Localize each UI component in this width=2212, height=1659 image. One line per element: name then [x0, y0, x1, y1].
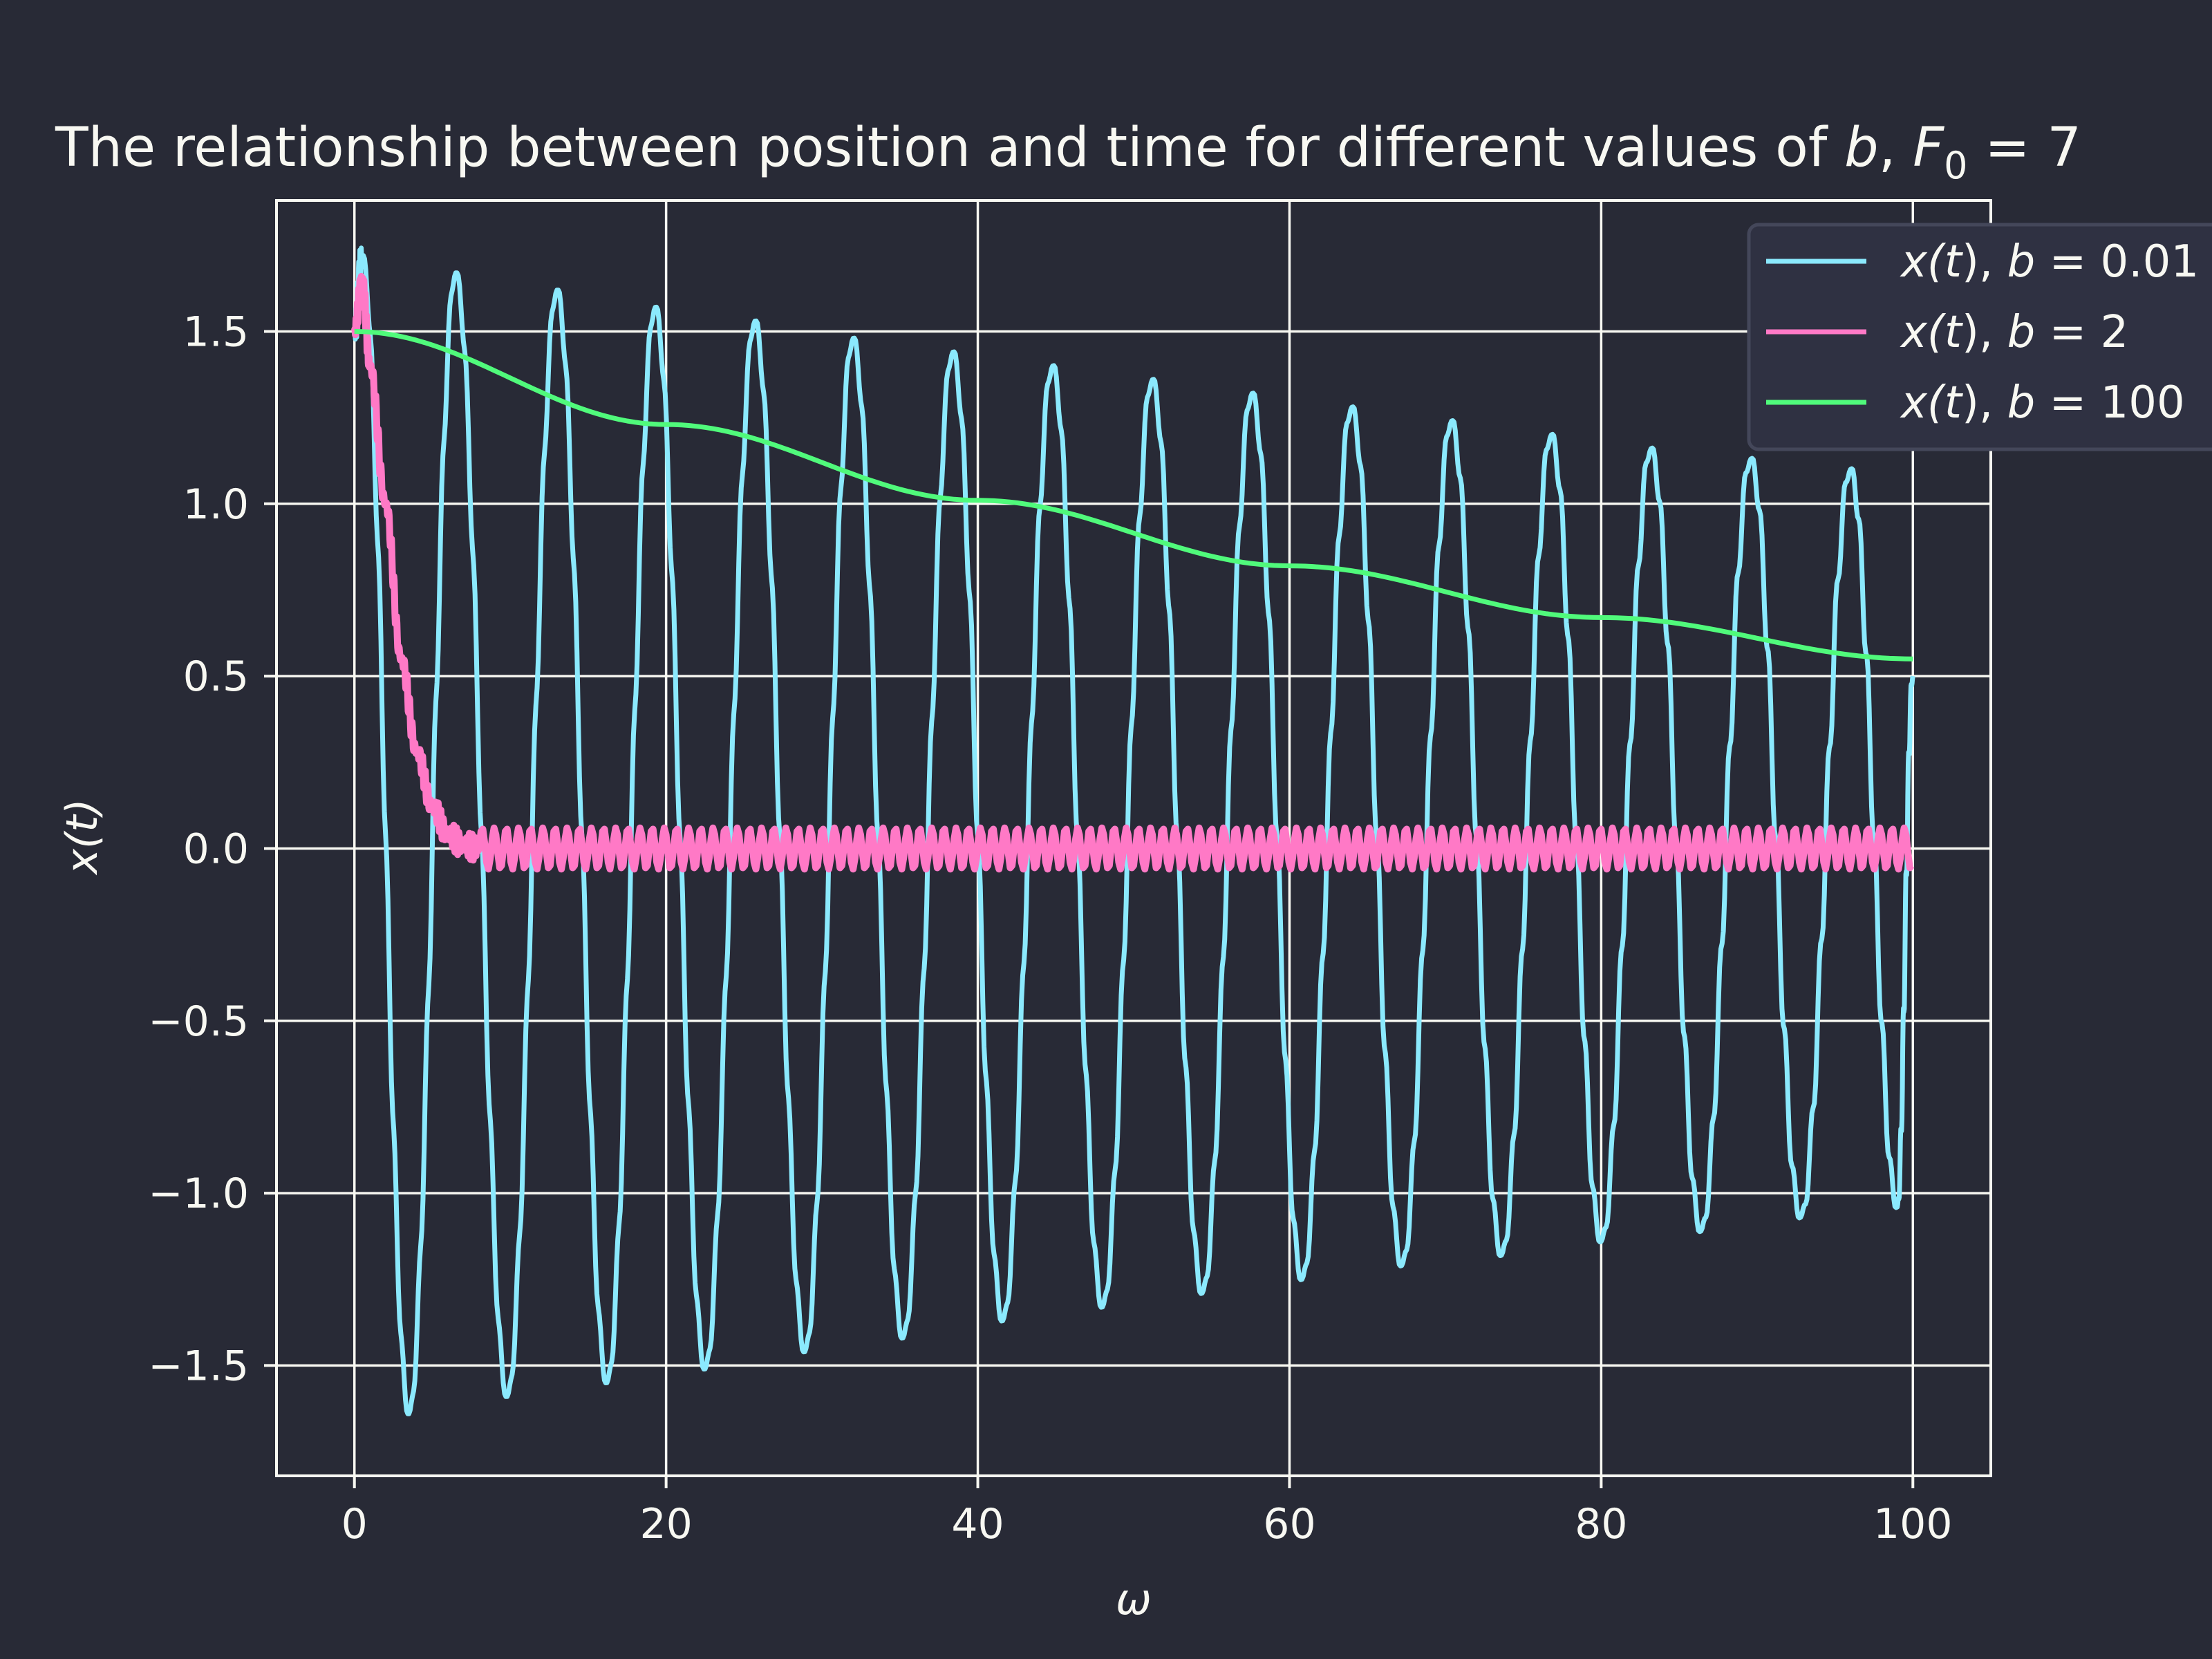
legend-entry-b-0-01: x(t), b = 0.01: [1766, 236, 2199, 288]
y-tick-label: 1.5: [183, 308, 249, 356]
y-axis-label: x(t): [57, 798, 107, 875]
legend-label-b-2: x(t), b = 2: [1900, 307, 2128, 358]
x-tick-label: 0: [341, 1500, 368, 1548]
y-tick-label: 0.5: [183, 653, 249, 701]
y-tick-label: −1.0: [148, 1170, 249, 1218]
legend-entry-b-2: x(t), b = 2: [1766, 307, 2128, 358]
legend-entry-b-100: x(t), b = 100: [1766, 377, 2185, 429]
x-tick-label: 60: [1263, 1500, 1315, 1548]
legend-label-b-100: x(t), b = 100: [1900, 377, 2185, 429]
series-line-2: [354, 329, 1913, 662]
legend-label-b-0-01: x(t), b = 0.01: [1900, 236, 2199, 288]
x-axis-label: ω: [1116, 1574, 1152, 1624]
legend: x(t), b = 0.01 x(t), b = 2 x(t), b = 100: [1747, 223, 2212, 451]
y-tick-label: −1.5: [148, 1342, 249, 1390]
plot-frame: [275, 199, 1992, 1477]
chart-title: The relationship between position and ti…: [55, 117, 2081, 187]
y-tick-label: 1.0: [183, 480, 249, 529]
series-layer: [350, 245, 1915, 1416]
y-tick-label: −0.5: [148, 997, 249, 1046]
x-tick-label: 80: [1575, 1500, 1627, 1548]
x-tick-label: 20: [639, 1500, 692, 1548]
x-tick-label: 40: [951, 1500, 1004, 1548]
series-line-1: [350, 272, 1915, 873]
legend-box: [1747, 223, 2212, 451]
y-tick-label: 0.0: [183, 825, 249, 873]
x-tick-label: 100: [1873, 1500, 1953, 1548]
axis-ticks: 0 20 40 60 80 100 −1.5 −1.0 −0.5 0.0 0.5 1.0 1.5: [148, 308, 1952, 1548]
